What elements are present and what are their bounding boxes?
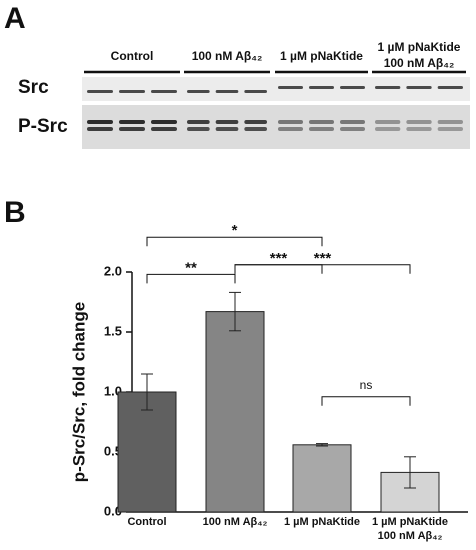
x-tick-label: 1 µM pNaKtide — [372, 516, 448, 528]
blot-strip — [82, 105, 470, 149]
band — [375, 120, 401, 124]
row-label: P-Src — [18, 116, 68, 137]
band — [187, 90, 210, 93]
band — [437, 86, 463, 89]
bar — [292, 444, 352, 513]
band — [151, 120, 177, 124]
band — [119, 90, 145, 93]
band — [278, 120, 303, 124]
panel-letter: B — [4, 196, 26, 229]
error-bar — [316, 443, 328, 447]
band — [340, 86, 365, 89]
band — [119, 127, 145, 131]
band — [437, 120, 463, 124]
band — [215, 120, 239, 124]
panel-letter: A — [4, 2, 26, 35]
band — [437, 127, 463, 131]
band — [215, 90, 239, 93]
y-tick-label: 1.5 — [104, 323, 122, 338]
band — [340, 127, 365, 131]
lane-label: 1 µM pNaKtide — [280, 49, 363, 63]
band — [278, 127, 303, 131]
bar — [205, 311, 265, 513]
bar — [117, 391, 177, 513]
significance-label: * — [232, 222, 238, 239]
error-bar — [141, 373, 153, 411]
significance-label: *** — [314, 250, 332, 267]
band — [151, 90, 177, 93]
band — [244, 120, 267, 124]
y-tick-label: 0.0 — [104, 503, 122, 518]
band — [309, 120, 334, 124]
significance-bracket — [146, 236, 323, 247]
significance-label: ** — [185, 259, 197, 276]
significance-label: *** — [270, 250, 288, 267]
x-tick-label: 1 µM pNaKtide — [284, 516, 360, 528]
band — [151, 127, 177, 131]
y-axis-label: p-Src/Src, fold change — [69, 302, 88, 482]
y-tick-label: 2.0 — [104, 263, 122, 278]
band — [309, 86, 334, 89]
band — [87, 120, 113, 124]
band — [119, 120, 145, 124]
row-label: Src — [18, 77, 49, 98]
band — [244, 127, 267, 131]
band — [406, 127, 432, 131]
band — [406, 120, 432, 124]
band — [215, 127, 239, 131]
band — [406, 86, 432, 89]
band — [375, 86, 401, 89]
y-tick-label: 0.5 — [104, 443, 122, 458]
x-tick-label: 100 nM Aβ₄₂ — [203, 516, 268, 528]
band — [278, 86, 303, 89]
lane-label: Control — [111, 49, 154, 63]
x-tick-label: 100 nM Aβ₄₂ — [378, 530, 443, 542]
band — [309, 127, 334, 131]
significance-label: ns — [360, 378, 373, 392]
error-bar — [404, 456, 416, 489]
lane-label: 100 nM Aβ₄₂ — [384, 56, 455, 70]
y-tick-label: 1.0 — [104, 383, 122, 398]
band — [340, 120, 365, 124]
band — [87, 127, 113, 131]
lane-label: 1 µM pNaKtide — [378, 40, 461, 54]
error-bar — [229, 291, 241, 332]
significance-bracket — [146, 273, 236, 284]
band — [87, 90, 113, 93]
lane-label: 100 nM Aβ₄₂ — [192, 49, 263, 63]
band — [244, 90, 267, 93]
significance-bracket — [234, 264, 411, 274]
x-tick-label: Control — [127, 516, 166, 528]
blot-strip — [82, 77, 470, 101]
band — [187, 127, 210, 131]
significance-bracket — [321, 396, 411, 406]
band — [187, 120, 210, 124]
band — [375, 127, 401, 131]
